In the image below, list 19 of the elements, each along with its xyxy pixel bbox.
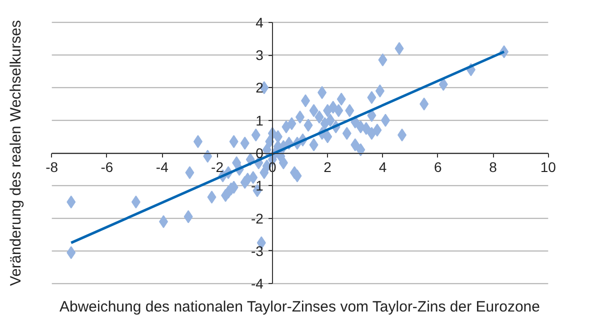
y-tick-label: -4 [250, 276, 264, 292]
y-tick-label: -3 [250, 242, 264, 259]
x-tick-label: -8 [46, 159, 58, 175]
x-tick-label: 10 [540, 159, 556, 175]
y-tick-label: 4 [256, 14, 264, 30]
x-axis-title: Abweichung des nationalen Taylor-Zinses vom Taylor-Zins der Eurozone [59, 298, 540, 316]
y-tick-label: 1 [256, 112, 264, 128]
y-tick-label: -2 [250, 210, 264, 226]
x-tick-label: 8 [489, 159, 498, 175]
x-tick-label: 4 [378, 159, 387, 175]
y-tick-label: 3 [256, 47, 264, 64]
y-tick-label: -1 [250, 178, 264, 194]
x-tick-label: -2 [211, 159, 224, 175]
x-tick-label: 6 [434, 159, 442, 175]
x-tick-label: -6 [100, 159, 114, 175]
y-axis-title: Veränderung des realen Wechselkurses [8, 20, 24, 286]
x-tick-label: 2 [324, 159, 332, 175]
y-tick-label: 2 [256, 80, 264, 96]
x-tick-label: -4 [156, 159, 169, 175]
